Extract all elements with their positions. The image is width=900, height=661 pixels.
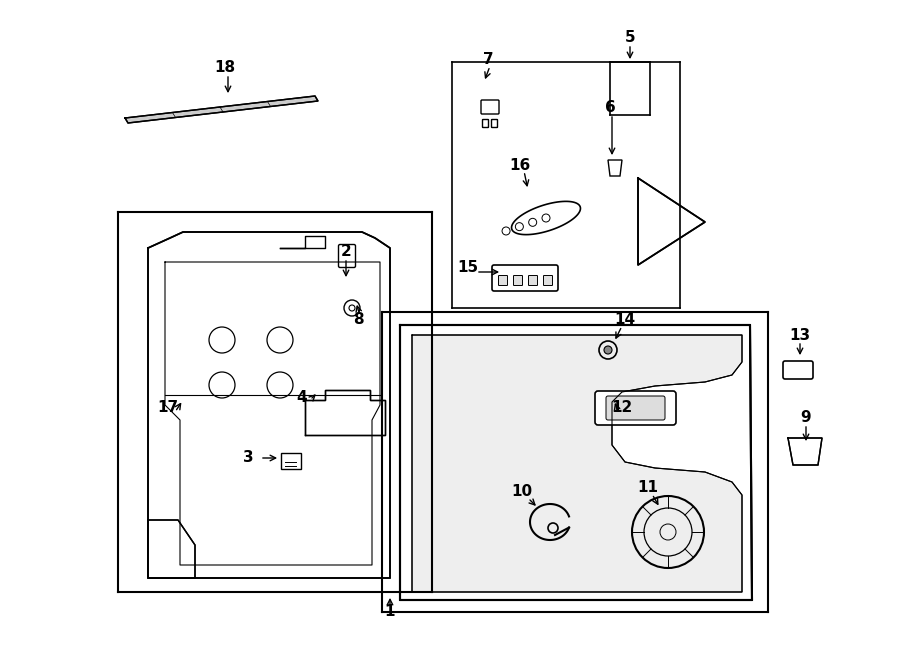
Circle shape [604, 346, 612, 354]
Text: 12: 12 [611, 401, 633, 416]
Text: 3: 3 [243, 451, 253, 465]
Polygon shape [412, 335, 742, 592]
FancyBboxPatch shape [481, 100, 499, 114]
Text: 9: 9 [801, 410, 811, 426]
Polygon shape [608, 160, 622, 176]
Polygon shape [148, 232, 390, 578]
Text: 6: 6 [605, 100, 616, 116]
FancyBboxPatch shape [491, 120, 498, 128]
Polygon shape [511, 202, 580, 235]
FancyBboxPatch shape [482, 120, 489, 128]
Polygon shape [305, 390, 385, 435]
FancyBboxPatch shape [338, 245, 356, 268]
FancyBboxPatch shape [595, 391, 676, 425]
Text: 16: 16 [509, 157, 531, 173]
FancyBboxPatch shape [606, 396, 665, 420]
Polygon shape [400, 325, 752, 600]
Text: 1: 1 [385, 605, 395, 619]
Text: 8: 8 [353, 313, 364, 327]
FancyBboxPatch shape [544, 276, 553, 286]
FancyBboxPatch shape [528, 276, 537, 286]
Text: 15: 15 [457, 260, 479, 276]
Text: 4: 4 [297, 391, 307, 405]
Text: 11: 11 [637, 481, 659, 496]
Polygon shape [788, 438, 822, 465]
FancyBboxPatch shape [783, 361, 813, 379]
FancyBboxPatch shape [499, 276, 508, 286]
FancyBboxPatch shape [281, 453, 301, 469]
Text: 17: 17 [158, 401, 178, 416]
Text: 2: 2 [340, 245, 351, 260]
FancyBboxPatch shape [514, 276, 523, 286]
Polygon shape [638, 178, 705, 265]
Polygon shape [148, 520, 195, 578]
FancyBboxPatch shape [492, 265, 558, 291]
Text: 10: 10 [511, 485, 533, 500]
Text: 18: 18 [214, 61, 236, 75]
Polygon shape [125, 96, 318, 123]
Text: 7: 7 [482, 52, 493, 67]
Text: 14: 14 [615, 313, 635, 327]
Text: 13: 13 [789, 327, 811, 342]
Text: 5: 5 [625, 30, 635, 46]
